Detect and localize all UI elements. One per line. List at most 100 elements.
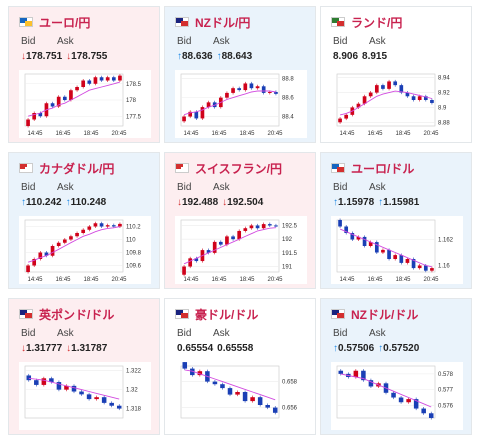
candle-body xyxy=(225,236,229,245)
pair-title[interactable]: ユーロ/ドル xyxy=(351,161,415,176)
bid-value: ↓1.31777 xyxy=(21,343,62,354)
arrow-down-icon: ↓ xyxy=(21,51,26,62)
rate-card[interactable]: スイスフラン/円 Bid Ask ↓192.488 ↓192.504 192.5 192 19… xyxy=(164,152,316,289)
candle-body xyxy=(423,96,428,100)
mini-chart[interactable]: 110.2 110 109.8 109.6 14:45 16:45 18:45 20:45 xyxy=(19,216,151,284)
ask-label: Ask xyxy=(213,328,230,339)
bid-label: Bid xyxy=(21,36,36,47)
x-tick-label: 14:45 xyxy=(27,131,43,137)
candle-body xyxy=(265,405,270,408)
candle-body xyxy=(249,83,254,89)
pair-title[interactable]: カナダドル/円 xyxy=(39,161,115,176)
rate-card[interactable]: NZドル/円 Bid Ask ↑88.636 ↑88.643 88.8 88.6 88.4 14… xyxy=(164,6,316,143)
bid-ask-labels: Bid Ask xyxy=(21,36,93,47)
pair-title[interactable]: NZドル/円 xyxy=(195,15,251,30)
y-tick-label: 191 xyxy=(282,265,293,271)
x-tick-label: 14:45 xyxy=(339,277,355,283)
y-tick-label: 1.32 xyxy=(126,388,138,394)
candle-body xyxy=(206,102,211,108)
flag-icon xyxy=(175,163,189,173)
bid-value-number: 88.636 xyxy=(182,51,213,62)
bid-label: Bid xyxy=(21,328,36,339)
y-tick-label: 1.322 xyxy=(126,369,142,375)
candle-body xyxy=(93,223,98,227)
candle-body xyxy=(267,224,272,226)
bid-label: Bid xyxy=(177,182,192,193)
rate-card[interactable]: NZドル/ドル Bid Ask ↑0.57506 ↑0.57520 0.578 0.577 0… xyxy=(320,298,472,435)
mini-chart[interactable]: 88.8 88.6 88.4 14:45 16:45 18:45 20:45 xyxy=(175,70,307,138)
candle-body xyxy=(93,77,98,84)
y-tick-label: 88.4 xyxy=(282,115,294,121)
arrow-down-icon: ↓ xyxy=(66,51,72,62)
mini-chart[interactable]: 1.162 1.16 14:45 16:45 18:45 20:45 xyxy=(331,216,463,284)
candle-body xyxy=(272,407,278,413)
y-tick-label: 1.16 xyxy=(438,264,450,270)
ask-value-number: 1.15981 xyxy=(383,197,420,208)
bid-value-number: 110.242 xyxy=(26,197,62,208)
rate-card[interactable]: 英ポンド/ドル Bid Ask ↓1.31777 ↓1.31787 1.322 1.32 1.… xyxy=(8,298,160,435)
candle-body xyxy=(344,226,349,233)
card-header: ユーロ/円 xyxy=(19,14,90,30)
bid-ask-values: 8.906 8.915 xyxy=(333,51,391,62)
mini-chart[interactable]: 178.5 178 177.5 14:45 16:45 18:45 20:45 xyxy=(19,70,151,138)
candle-body xyxy=(26,265,30,272)
candle-body xyxy=(87,226,92,230)
candle-body xyxy=(430,268,434,271)
y-tick-label: 109.6 xyxy=(126,264,142,270)
bid-value: 0.65554 xyxy=(177,343,213,354)
candle-body xyxy=(105,225,110,227)
mini-chart[interactable]: 1.322 1.32 1.318 xyxy=(19,362,151,430)
rate-card[interactable]: ユーロ/ドル Bid Ask ↑1.15978 ↑1.15981 1.162 1.16 14:… xyxy=(320,152,472,289)
chart-svg: 8.94 8.92 8.9 8.88 14:45 16:45 18:45 20:45 xyxy=(336,73,450,137)
mini-chart[interactable]: 8.94 8.92 8.9 8.88 14:45 16:45 18:45 20:45 xyxy=(331,70,463,138)
pair-title[interactable]: NZドル/ドル xyxy=(351,307,419,322)
y-tick-label: 0.656 xyxy=(282,406,298,412)
ask-value-number: 8.915 xyxy=(362,51,388,62)
candle-body xyxy=(64,385,69,390)
candle-body xyxy=(387,81,391,89)
pair-title[interactable]: スイスフラン/円 xyxy=(195,161,282,176)
mini-chart[interactable]: 192.5 192 191.5 191 14:45 16:45 18:45 20:45 xyxy=(175,216,307,284)
rate-card[interactable]: ユーロ/円 Bid Ask ↓178.751 ↓178.755 178.5 178 177.5… xyxy=(8,6,160,143)
candle-body xyxy=(391,392,396,398)
flag-part xyxy=(332,164,339,169)
candle-body xyxy=(99,223,104,227)
moving-average-line xyxy=(340,373,432,408)
bid-ask-labels: Bid Ask xyxy=(177,328,249,339)
x-tick-label: 16:45 xyxy=(367,277,383,283)
candle-body xyxy=(182,266,186,275)
candle-body xyxy=(109,402,114,406)
rate-card[interactable]: 豪ドル/ドル Bid Ask 0.65554 0.65558 0.658 0.656 xyxy=(164,298,316,435)
rate-card[interactable]: カナダドル/円 Bid Ask ↑110.242 ↑110.248 110.2 110 109… xyxy=(8,152,160,289)
x-tick-label: 16:45 xyxy=(55,131,71,137)
moving-average-line xyxy=(27,226,120,263)
candle-body xyxy=(225,92,229,98)
x-tick-label: 14:45 xyxy=(183,277,199,283)
bid-ask-labels: Bid Ask xyxy=(21,182,93,193)
flag-icon xyxy=(19,309,33,319)
pair-title[interactable]: ユーロ/円 xyxy=(39,15,91,30)
candle-body xyxy=(257,397,263,405)
chart-svg: 178.5 178 177.5 14:45 16:45 18:45 20:45 xyxy=(24,73,142,137)
flag-icon xyxy=(175,309,189,319)
bid-value-number: 1.31777 xyxy=(26,343,63,354)
candle-body xyxy=(381,249,385,253)
flag-icon xyxy=(331,17,345,27)
candle-body xyxy=(56,382,62,390)
mini-chart[interactable]: 0.658 0.656 xyxy=(175,362,307,430)
candle-body xyxy=(75,233,79,237)
pair-title[interactable]: 英ポンド/ドル xyxy=(39,307,115,322)
flag-icon xyxy=(331,163,345,173)
pair-title[interactable]: 豪ドル/ドル xyxy=(195,307,259,322)
flag-part xyxy=(20,310,27,315)
pair-title[interactable]: ランド/円 xyxy=(351,15,403,30)
bid-value-number: 178.751 xyxy=(26,51,63,62)
bid-label: Bid xyxy=(177,36,192,47)
ask-value-number: 0.65558 xyxy=(217,343,254,354)
mini-chart[interactable]: 0.578 0.577 0.576 xyxy=(331,362,463,430)
card-header: ユーロ/ドル xyxy=(331,160,414,176)
rate-card[interactable]: ランド/円 Bid Ask 8.906 8.915 8.94 8.92 8.9 8.88 14:4… xyxy=(320,6,472,143)
candle-body xyxy=(368,92,373,97)
candle-body xyxy=(32,113,37,120)
ask-value: ↑0.57520 xyxy=(378,343,419,354)
